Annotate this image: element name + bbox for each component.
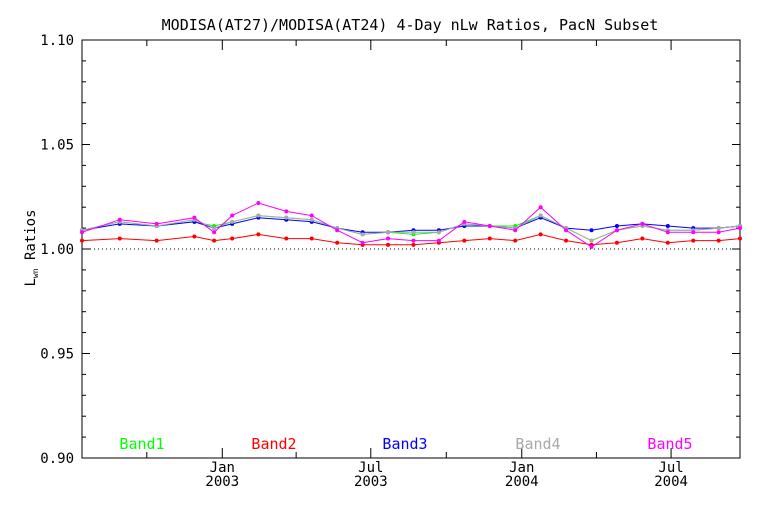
y-tick-label: 1.10 xyxy=(40,33,74,49)
legend-item-band3: Band3 xyxy=(382,435,427,453)
x-tick-month: Jan xyxy=(210,460,235,476)
data-point xyxy=(614,224,619,229)
data-point xyxy=(411,230,416,235)
data-point xyxy=(335,240,340,245)
x-tick-month: Jan xyxy=(509,460,534,476)
data-point xyxy=(564,238,569,243)
data-point xyxy=(538,205,543,210)
data-point xyxy=(640,221,645,226)
data-point xyxy=(230,236,235,241)
y-axis-label-rest: Ratios xyxy=(23,209,39,268)
y-axis-label: Lwn Ratios xyxy=(23,209,40,286)
data-point xyxy=(386,230,391,235)
data-point xyxy=(386,236,391,241)
data-point xyxy=(309,217,314,222)
series-line xyxy=(81,233,741,246)
data-point xyxy=(309,213,314,218)
data-point xyxy=(589,238,594,243)
data-point xyxy=(80,238,84,243)
series-band2 xyxy=(80,232,742,247)
data-point xyxy=(309,236,314,241)
y-axis-label-main: L xyxy=(23,278,39,286)
data-point xyxy=(256,201,261,206)
data-point xyxy=(462,238,467,243)
data-point xyxy=(462,219,467,224)
data-point xyxy=(589,244,594,249)
legend-item-band4: Band4 xyxy=(515,435,560,453)
data-point xyxy=(538,213,543,218)
data-point xyxy=(614,228,619,233)
data-point xyxy=(564,228,569,233)
data-point xyxy=(360,232,365,237)
data-point xyxy=(716,226,721,231)
data-point xyxy=(487,236,492,241)
data-point xyxy=(284,215,289,220)
svg-text:Lwn Ratios: Lwn Ratios xyxy=(23,209,40,286)
x-tick-year: 2004 xyxy=(505,474,539,490)
data-point xyxy=(640,236,645,241)
data-point xyxy=(411,242,416,247)
data-point xyxy=(192,234,197,239)
data-point xyxy=(589,228,594,233)
data-point xyxy=(716,238,721,243)
data-point xyxy=(117,236,122,241)
data-point xyxy=(665,224,670,229)
data-point xyxy=(284,236,289,241)
data-point xyxy=(230,219,235,224)
data-point xyxy=(411,238,416,243)
series-line xyxy=(81,215,741,242)
series-layer xyxy=(80,201,742,249)
y-tick-label: 0.95 xyxy=(40,347,74,363)
y-tick-label: 1.00 xyxy=(40,242,74,258)
data-point xyxy=(154,238,159,243)
data-point xyxy=(691,230,696,235)
data-point xyxy=(738,226,742,231)
data-point xyxy=(487,224,492,229)
legend-item-band1: Band1 xyxy=(119,435,164,453)
data-point xyxy=(665,230,670,235)
x-tick-year: 2003 xyxy=(354,474,388,490)
chart-title: MODISA(AT27)/MODISA(AT24) 4-Day nLw Rati… xyxy=(162,16,659,34)
legend-item-band5: Band5 xyxy=(647,435,692,453)
data-point xyxy=(716,230,721,235)
data-point xyxy=(256,232,261,237)
data-point xyxy=(154,221,159,226)
data-point xyxy=(614,240,619,245)
series-band5 xyxy=(80,201,742,249)
series-line xyxy=(81,215,741,242)
data-point xyxy=(360,240,365,245)
data-point xyxy=(80,230,84,235)
x-tick-month: Jul xyxy=(358,460,383,476)
data-point xyxy=(335,228,340,233)
data-point xyxy=(230,213,235,218)
data-point xyxy=(386,242,391,247)
data-point xyxy=(436,238,441,243)
series-line xyxy=(81,202,741,248)
data-point xyxy=(513,238,518,243)
data-point xyxy=(665,240,670,245)
data-point xyxy=(212,238,217,243)
data-point xyxy=(513,228,518,233)
data-point xyxy=(256,213,261,218)
data-point xyxy=(738,236,742,241)
data-point xyxy=(212,226,217,231)
y-axis: 0.90 0.95 1.00 1.05 1.10 xyxy=(40,33,740,467)
y-tick-label: 1.05 xyxy=(40,138,74,154)
legend-item-band2: Band2 xyxy=(251,435,296,453)
x-tick-year: 2004 xyxy=(654,474,688,490)
legend: Band1 Band2 Band3 Band4 Band5 xyxy=(119,435,692,453)
data-point xyxy=(538,232,543,237)
data-point xyxy=(192,215,197,220)
x-tick-month: Jul xyxy=(658,460,683,476)
data-point xyxy=(284,209,289,214)
data-point xyxy=(212,230,217,235)
y-axis-label-subscript: wn xyxy=(31,268,40,278)
data-point xyxy=(117,217,122,222)
x-tick-year: 2003 xyxy=(205,474,239,490)
data-point xyxy=(436,230,441,235)
y-tick-label: 0.90 xyxy=(40,451,74,467)
data-point xyxy=(691,238,696,243)
